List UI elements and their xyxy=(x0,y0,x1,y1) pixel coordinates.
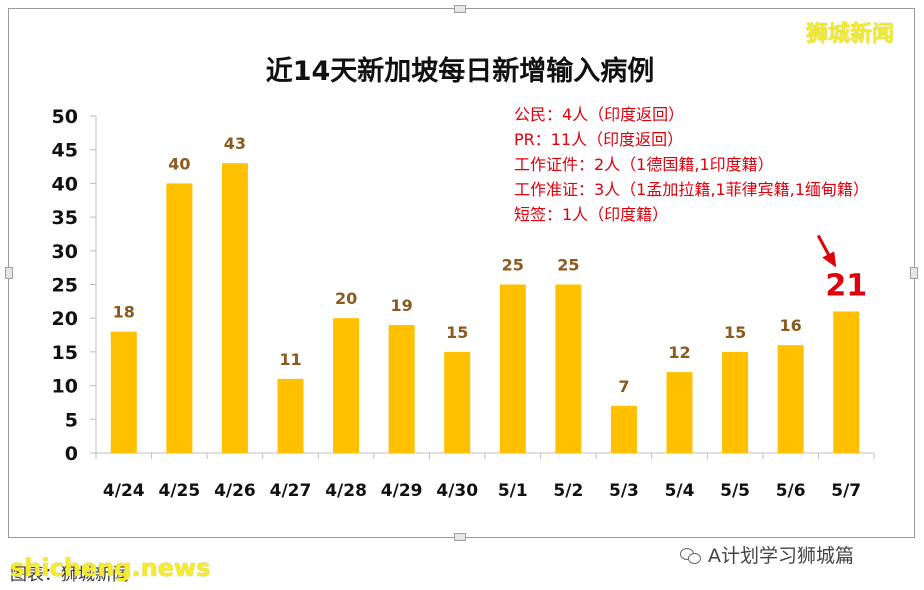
y-tick-label: 0 xyxy=(65,443,78,465)
bar xyxy=(555,284,582,453)
data-label: 15 xyxy=(724,323,746,342)
bar xyxy=(610,405,637,453)
resize-handle-left[interactable] xyxy=(5,267,13,279)
wechat-icon xyxy=(680,546,702,564)
bar xyxy=(833,311,860,453)
data-label: 19 xyxy=(391,296,413,315)
bar xyxy=(221,163,248,453)
data-label: 16 xyxy=(780,316,802,335)
bars xyxy=(110,163,860,453)
x-tick-label: 5/6 xyxy=(776,481,806,501)
y-tick-label: 40 xyxy=(52,173,78,195)
data-label-highlight: 21 xyxy=(825,268,867,303)
arrow-head xyxy=(822,251,837,268)
resize-handle-top[interactable] xyxy=(454,5,466,13)
x-tick-label: 4/28 xyxy=(325,481,367,501)
data-label: 25 xyxy=(557,256,579,275)
bar xyxy=(722,351,749,453)
data-label: 20 xyxy=(335,289,357,308)
resize-handle-bottom[interactable] xyxy=(454,533,466,541)
y-tick-label: 30 xyxy=(52,241,78,263)
y-tick-label: 35 xyxy=(52,207,78,229)
footer-url-overlay: shicheng.news xyxy=(10,554,211,582)
annotation-line: PR：11人（印度返回） xyxy=(514,130,683,149)
y-tick-label: 25 xyxy=(52,275,78,297)
x-tick-label: 5/5 xyxy=(720,481,750,501)
bar xyxy=(777,345,804,453)
x-tick-label: 5/2 xyxy=(553,481,583,501)
chart-title: 近14天新加坡每日新增输入病例 xyxy=(266,55,655,87)
bar xyxy=(666,372,693,453)
bar xyxy=(388,324,415,453)
y-tick-label: 20 xyxy=(52,308,78,330)
footer-source: 图表：狮城新闻 shicheng.news xyxy=(10,554,210,585)
footer-account[interactable]: A计划学习狮城篇 xyxy=(680,541,854,568)
x-tick-label: 4/29 xyxy=(381,481,423,501)
data-labels: 18 40 43 11 20 19 15 25 25 7 12 15 16 21 xyxy=(113,134,867,396)
annotation-line: 短签：1人（印度籍） xyxy=(514,205,668,224)
data-label: 40 xyxy=(168,154,190,173)
data-label: 11 xyxy=(279,350,301,369)
y-tick-label: 45 xyxy=(52,140,78,162)
x-tick-label: 5/4 xyxy=(665,481,695,501)
bar-chart: 近14天新加坡每日新增输入病例 公民：4人（印度返回） PR：11人（印度返回） 工… xyxy=(52,55,875,501)
x-tick-label: 5/7 xyxy=(831,481,861,501)
data-label: 25 xyxy=(502,256,524,275)
y-tick-label: 50 xyxy=(52,106,78,128)
highlight-arrow xyxy=(816,234,837,268)
annotation-line: 公民：4人（印度返回） xyxy=(514,105,684,124)
data-label: 43 xyxy=(224,134,246,153)
x-tick-label: 4/30 xyxy=(436,481,478,501)
annotation-box: 公民：4人（印度返回） PR：11人（印度返回） 工作证件：2人（1德国籍,1印度籍… xyxy=(514,105,869,224)
data-label: 18 xyxy=(113,303,135,322)
data-label: 12 xyxy=(668,343,690,362)
x-tick-label: 4/27 xyxy=(270,481,312,501)
x-tick-label: 5/3 xyxy=(609,481,639,501)
y-tick-label: 10 xyxy=(52,376,78,398)
data-label: 7 xyxy=(618,377,629,396)
x-tick-label: 4/25 xyxy=(159,481,201,501)
annotation-line: 工作准证：3人（1孟加拉籍,1菲律宾籍,1缅甸籍） xyxy=(514,180,869,199)
annotation-line: 工作证件：2人（1德国籍,1印度籍） xyxy=(514,155,774,174)
bar xyxy=(499,284,526,453)
watermark-logo: 狮城新闻 xyxy=(806,22,895,47)
footer-source-text: 图表：狮城新闻 xyxy=(10,565,129,585)
x-axis: 4/24 4/25 4/26 4/27 4/28 4/29 4/30 5/1 5/2 5/3 5/4… xyxy=(95,452,875,501)
bar xyxy=(444,351,471,453)
bar xyxy=(333,318,360,453)
y-tick-label: 15 xyxy=(52,342,78,364)
x-tick-label: 5/1 xyxy=(498,481,528,501)
x-tick-label: 4/26 xyxy=(214,481,256,501)
x-tick-label: 4/24 xyxy=(103,481,145,501)
y-tick-label: 5 xyxy=(65,409,78,431)
bar xyxy=(166,183,193,453)
footer-account-name: A计划学习狮城篇 xyxy=(708,545,854,567)
bar xyxy=(110,331,137,453)
data-label: 15 xyxy=(446,323,468,342)
bar xyxy=(277,378,304,453)
resize-handle-right[interactable] xyxy=(910,267,918,279)
y-axis: 0 5 10 15 20 25 30 35 40 45 50 xyxy=(52,106,97,465)
